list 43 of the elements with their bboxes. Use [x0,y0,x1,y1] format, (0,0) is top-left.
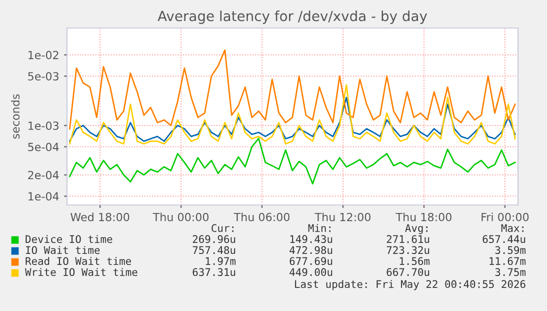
y-tick-label: 1e-02 [28,50,58,60]
text: 677.69u [290,257,332,266]
text: Avg: [405,224,428,234]
text: 723.32u [386,246,430,254]
x-tick-label: Thu 12:00 [314,212,370,222]
y-axis-title: seconds [11,94,20,139]
y-tick-label: 1e-04 [28,192,59,201]
text: 472.98u [290,246,332,254]
text: Min: [308,224,330,232]
text: 757.48u [192,246,236,254]
y-tick-label: 2e-04 [28,170,59,180]
text: 3.75m [495,268,526,276]
text: 1.97m [206,257,236,266]
y-tick-label: 1e-03 [28,121,58,130]
chart-title: Average latency for /dev/xvda - by day [158,10,428,24]
y-tick-label: 5e-04 [28,142,59,152]
text: 657.44u [482,235,526,244]
text: 3.59m [495,246,526,254]
text: Max: [501,224,524,232]
line-series [69,96,516,142]
y-tick-label: 5e-03 [28,72,58,81]
line-series [69,84,516,145]
x-tick-label: Thu 18:00 [396,212,452,222]
text: 11.67m [490,257,526,266]
x-tick-label: Thu 06:00 [234,212,290,222]
text: 1.56m [400,257,430,266]
text: 449.00u [290,268,332,276]
x-tick-label: Thu 00:00 [152,212,209,222]
text: 271.61u [386,235,430,244]
x-tick-label: Wed 18:00 [70,212,130,222]
text: Last update: Fri May 22 00:40:55 2026 [295,280,526,290]
text: Cur: [212,224,234,232]
legend-label: Write IO Wait time [25,268,138,276]
legend-label: IO Wait time [26,246,100,254]
text: 637.31u [192,268,236,276]
line-series [69,49,516,130]
x-tick-label: Fri 00:00 [482,212,529,222]
text: 667.70u [386,268,430,276]
line-series [69,138,516,184]
text: 269.96u [192,235,236,244]
text: 149.43u [290,235,332,244]
legend-label: Read IO Wait time [26,256,131,266]
legend-label: Device IO time [26,234,112,244]
